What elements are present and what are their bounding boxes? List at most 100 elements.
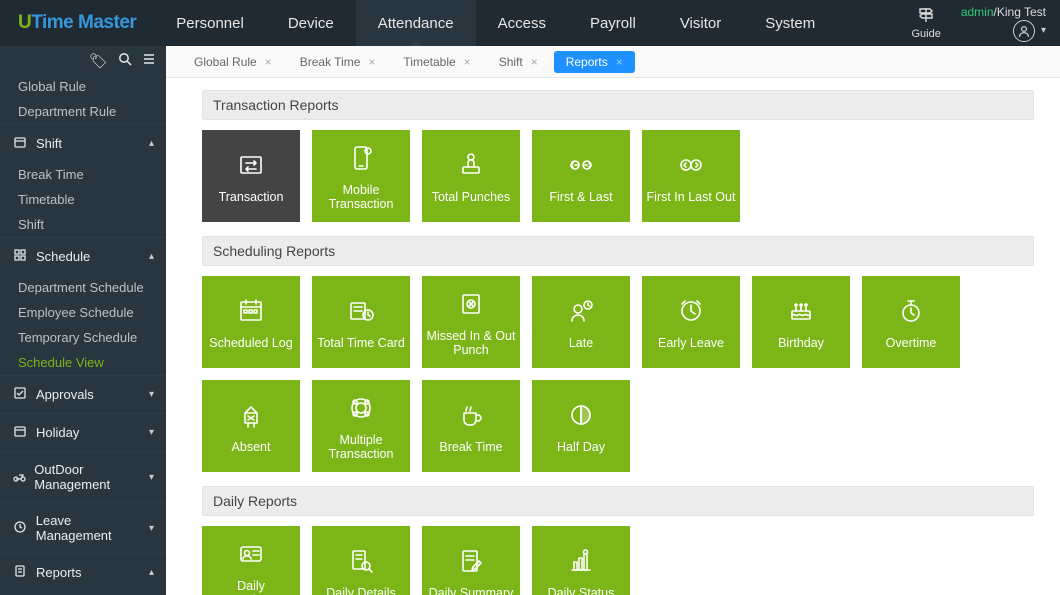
sidebar-group-outdoor-management[interactable]: OutDoor Management▾	[0, 451, 166, 502]
report-card-multiple-transaction[interactable]: Multiple Transaction	[312, 380, 410, 472]
card-label: Overtime	[886, 336, 937, 350]
report-card-first-last[interactable]: First & Last	[532, 130, 630, 222]
edit-doc-icon	[455, 544, 487, 578]
sidebar-item-department-rule[interactable]: Department Rule	[0, 99, 166, 124]
report-card-late[interactable]: Late	[532, 276, 630, 368]
user-name: King Test	[997, 5, 1046, 19]
logo-master: Master	[73, 12, 136, 33]
tab-label: Reports	[566, 55, 608, 69]
user-admin-label: admin	[961, 5, 994, 19]
card-grid: Transaction Mobile Transaction Total Punch…	[202, 130, 1034, 222]
multi-icon	[345, 391, 377, 425]
early-icon	[675, 294, 707, 328]
report-card-scheduled-log[interactable]: Scheduled Log	[202, 276, 300, 368]
sidebar-item-break-time[interactable]: Break Time	[0, 162, 166, 187]
tab-global-rule[interactable]: Global Rule×	[182, 51, 284, 73]
close-icon[interactable]: ×	[368, 55, 375, 69]
close-icon[interactable]: ×	[616, 55, 623, 69]
report-card-birthday[interactable]: Birthday	[752, 276, 850, 368]
search-doc-icon	[345, 544, 377, 578]
report-card-half-day[interactable]: Half Day	[532, 380, 630, 472]
nav-item-payroll[interactable]: Payroll	[568, 0, 658, 46]
sidebar-item-employee-schedule[interactable]: Employee Schedule	[0, 300, 166, 325]
close-icon[interactable]: ×	[464, 55, 471, 69]
nav-item-system[interactable]: System	[743, 0, 837, 46]
report-card-total-punches[interactable]: Total Punches	[422, 130, 520, 222]
sidebar-item-temporary-schedule[interactable]: Temporary Schedule	[0, 325, 166, 350]
sidebar: 🏷 Global RuleDepartment RuleShift▴Break …	[0, 46, 166, 595]
nav-item-access[interactable]: Access	[476, 0, 568, 46]
sched-icon	[235, 294, 267, 328]
user-box: admin/King Test ▾	[955, 4, 1060, 43]
search-icon[interactable]	[118, 52, 132, 70]
coffee-icon	[455, 398, 487, 432]
absent-icon	[235, 398, 267, 432]
tab-break-time[interactable]: Break Time×	[288, 51, 388, 73]
nav-item-personnel[interactable]: Personnel	[154, 0, 266, 46]
report-card-transaction[interactable]: Transaction	[202, 130, 300, 222]
tabs: Global Rule×Break Time×Timetable×Shift×R…	[166, 46, 1060, 78]
sidebar-item-timetable[interactable]: Timetable	[0, 187, 166, 212]
sidebar-group-schedule[interactable]: Schedule▴	[0, 237, 166, 275]
tab-reports[interactable]: Reports ×	[554, 51, 635, 73]
sidebar-group-holiday[interactable]: Holiday▾	[0, 413, 166, 451]
logo: UTime Master	[0, 12, 154, 34]
nav-item-device[interactable]: Device	[266, 0, 356, 46]
chevron-icon: ▾	[149, 427, 154, 438]
list-icon[interactable]	[142, 52, 156, 70]
close-icon[interactable]: ×	[531, 55, 538, 69]
chevron-icon: ▴	[149, 138, 154, 149]
profile-icon[interactable]	[1013, 20, 1035, 42]
report-card-daily-details[interactable]: Daily Details	[312, 526, 410, 595]
missed-icon	[455, 287, 487, 321]
chevron-icon: ▴	[149, 567, 154, 578]
report-card-early-leave[interactable]: Early Leave	[642, 276, 740, 368]
card-label: Total Punches	[432, 190, 511, 204]
report-card-overtime[interactable]: Overtime	[862, 276, 960, 368]
sidebar-group-reports[interactable]: Reports▴	[0, 553, 166, 591]
sidebar-item-shift[interactable]: Shift	[0, 212, 166, 237]
tab-timetable[interactable]: Timetable×	[391, 51, 482, 73]
page: Transaction ReportsTransactionMobile Tra…	[166, 78, 1060, 595]
tag-icon[interactable]: 🏷	[89, 52, 108, 70]
guide-button[interactable]: Guide	[897, 5, 954, 40]
report-card-mobile-transaction[interactable]: Mobile Transaction	[312, 130, 410, 222]
nav-item-attendance[interactable]: Attendance	[356, 0, 476, 46]
guide-label: Guide	[911, 28, 940, 40]
sidebar-group-leave-management[interactable]: Leave Management▾	[0, 502, 166, 553]
chevron-icon: ▾	[149, 472, 154, 483]
report-card-break-time[interactable]: Break Time	[422, 380, 520, 472]
report-card-total-time-card[interactable]: Total Time Card	[312, 276, 410, 368]
mobile-icon	[345, 141, 377, 175]
card-label: Daily Details	[326, 586, 395, 595]
tab-label: Shift	[499, 55, 523, 69]
card-label: Mobile Transaction	[316, 183, 406, 212]
calendar-icon	[12, 424, 28, 441]
chevron-icon: ▾	[149, 523, 154, 534]
report-card-first-in-last-out[interactable]: First In Last Out	[642, 130, 740, 222]
report-card-missed-in-out-punch[interactable]: Missed In & Out Punch	[422, 276, 520, 368]
card-label: Total Time Card	[317, 336, 405, 350]
sidebar-item-calculate[interactable]: Calculate	[0, 591, 166, 595]
sidebar-item-schedule-view[interactable]: Schedule View	[0, 350, 166, 375]
report-card-daily-summary[interactable]: Daily Summary	[422, 526, 520, 595]
sidebar-group-approvals[interactable]: Approvals▾	[0, 375, 166, 413]
card-grid: Scheduled Log Total Time Card Missed In & …	[202, 276, 1034, 472]
report-card-daily-attendance[interactable]: Daily Attendance	[202, 526, 300, 595]
content: Global Rule×Break Time×Timetable×Shift×R…	[166, 46, 1060, 595]
swap-icon	[235, 148, 267, 182]
sidebar-item-department-schedule[interactable]: Department Schedule	[0, 275, 166, 300]
cake-icon	[785, 294, 817, 328]
report-card-daily-status[interactable]: Daily Status	[532, 526, 630, 595]
close-icon[interactable]: ×	[265, 55, 272, 69]
chevron-icon: ▾	[149, 389, 154, 400]
logo-time: Time	[31, 12, 73, 33]
sidebar-group-shift[interactable]: Shift▴	[0, 124, 166, 162]
tab-shift[interactable]: Shift ×	[487, 51, 550, 73]
nav-item-visitor[interactable]: Visitor	[658, 0, 743, 46]
sidebar-item-global-rule[interactable]: Global Rule	[0, 74, 166, 99]
report-card-absent[interactable]: Absent	[202, 380, 300, 472]
main-nav: PersonnelDeviceAttendanceAccessPayrollVi…	[154, 0, 897, 46]
sidebar-tools: 🏷	[0, 46, 166, 74]
profile-caret-icon[interactable]: ▾	[1041, 24, 1046, 38]
